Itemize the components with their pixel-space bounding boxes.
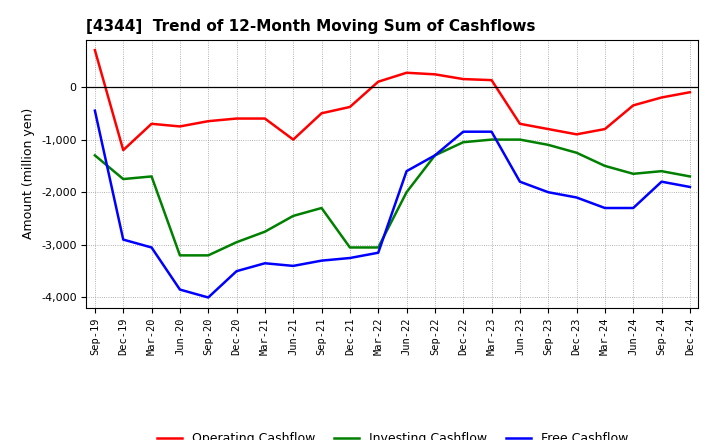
- Operating Cashflow: [685, 90, 694, 95]
- Legend: Operating Cashflow, Investing Cashflow, Free Cashflow: Operating Cashflow, Investing Cashflow, …: [152, 427, 633, 440]
- Investing Cashflow: [685, 174, 694, 179]
- Free Cashflow: [544, 190, 552, 195]
- Investing Cashflow: [374, 245, 382, 250]
- Free Cashflow: [148, 245, 156, 250]
- Operating Cashflow: [657, 95, 666, 100]
- Investing Cashflow: [91, 153, 99, 158]
- Free Cashflow: [318, 258, 326, 263]
- Free Cashflow: [402, 169, 411, 174]
- Operating Cashflow: [318, 110, 326, 116]
- Investing Cashflow: [289, 213, 297, 219]
- Investing Cashflow: [346, 245, 354, 250]
- Operating Cashflow: [148, 121, 156, 126]
- Free Cashflow: [204, 295, 212, 300]
- Investing Cashflow: [318, 205, 326, 211]
- Operating Cashflow: [629, 103, 637, 108]
- Operating Cashflow: [261, 116, 269, 121]
- Operating Cashflow: [487, 77, 496, 83]
- Investing Cashflow: [600, 163, 609, 169]
- Free Cashflow: [629, 205, 637, 211]
- Investing Cashflow: [657, 169, 666, 174]
- Investing Cashflow: [119, 176, 127, 182]
- Investing Cashflow: [148, 174, 156, 179]
- Free Cashflow: [600, 205, 609, 211]
- Y-axis label: Amount (million yen): Amount (million yen): [22, 108, 35, 239]
- Free Cashflow: [572, 195, 581, 200]
- Operating Cashflow: [431, 72, 439, 77]
- Free Cashflow: [261, 260, 269, 266]
- Free Cashflow: [176, 287, 184, 292]
- Investing Cashflow: [176, 253, 184, 258]
- Operating Cashflow: [600, 126, 609, 132]
- Free Cashflow: [374, 250, 382, 255]
- Investing Cashflow: [459, 139, 467, 145]
- Investing Cashflow: [204, 253, 212, 258]
- Investing Cashflow: [431, 153, 439, 158]
- Investing Cashflow: [544, 142, 552, 147]
- Operating Cashflow: [204, 118, 212, 124]
- Investing Cashflow: [487, 137, 496, 142]
- Operating Cashflow: [572, 132, 581, 137]
- Line: Free Cashflow: Free Cashflow: [95, 110, 690, 297]
- Free Cashflow: [431, 153, 439, 158]
- Free Cashflow: [346, 255, 354, 260]
- Investing Cashflow: [629, 171, 637, 176]
- Operating Cashflow: [402, 70, 411, 75]
- Operating Cashflow: [374, 79, 382, 84]
- Free Cashflow: [233, 268, 241, 274]
- Free Cashflow: [289, 263, 297, 268]
- Investing Cashflow: [261, 229, 269, 235]
- Investing Cashflow: [402, 190, 411, 195]
- Operating Cashflow: [459, 77, 467, 82]
- Investing Cashflow: [233, 239, 241, 245]
- Free Cashflow: [685, 184, 694, 190]
- Operating Cashflow: [233, 116, 241, 121]
- Investing Cashflow: [572, 150, 581, 155]
- Investing Cashflow: [516, 137, 524, 142]
- Free Cashflow: [657, 179, 666, 184]
- Text: [4344]  Trend of 12-Month Moving Sum of Cashflows: [4344] Trend of 12-Month Moving Sum of C…: [86, 19, 536, 34]
- Free Cashflow: [487, 129, 496, 134]
- Free Cashflow: [516, 179, 524, 184]
- Operating Cashflow: [119, 147, 127, 153]
- Operating Cashflow: [544, 126, 552, 132]
- Operating Cashflow: [289, 137, 297, 142]
- Line: Investing Cashflow: Investing Cashflow: [95, 139, 690, 255]
- Operating Cashflow: [516, 121, 524, 126]
- Operating Cashflow: [346, 104, 354, 110]
- Free Cashflow: [119, 237, 127, 242]
- Operating Cashflow: [91, 48, 99, 53]
- Free Cashflow: [459, 129, 467, 134]
- Line: Operating Cashflow: Operating Cashflow: [95, 50, 690, 150]
- Free Cashflow: [91, 108, 99, 113]
- Operating Cashflow: [176, 124, 184, 129]
